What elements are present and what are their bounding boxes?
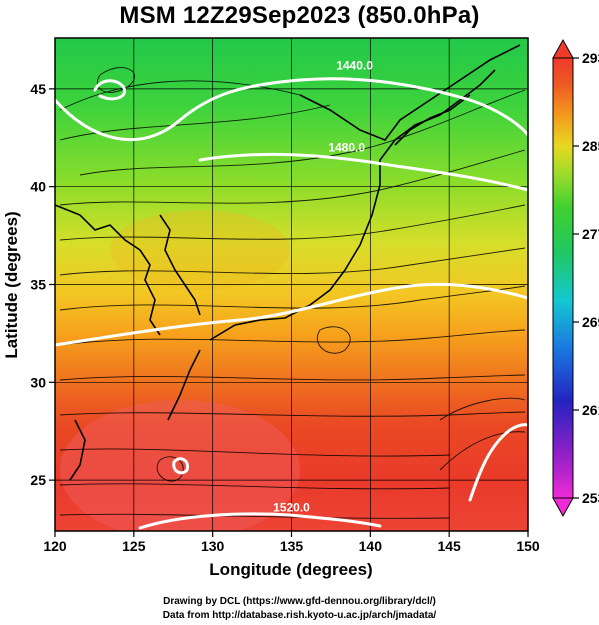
colorbar-ticks: 253 261 269 277 285 293 xyxy=(573,50,599,506)
height-contours xyxy=(55,77,528,530)
colorbar-tick-label: 269 xyxy=(582,314,599,330)
streamline xyxy=(79,89,526,176)
x-tick-label: 120 xyxy=(43,538,67,554)
coastline-japan xyxy=(209,69,496,341)
footer-credit-data: Data from http://database.rish.kyoto-u.a… xyxy=(162,610,437,621)
streamline xyxy=(59,104,331,141)
streamline xyxy=(317,326,351,354)
contour-1500 xyxy=(55,282,528,347)
streamline xyxy=(59,411,526,417)
contour-1520-east xyxy=(468,423,528,502)
coastline-taiwan xyxy=(69,419,86,481)
x-tick-label: 140 xyxy=(359,538,383,554)
colorbar-tick-label: 277 xyxy=(582,226,599,242)
contour-label: 1480.0 xyxy=(328,140,365,154)
y-tick-label: 25 xyxy=(30,472,46,488)
coastline-korea xyxy=(159,214,201,316)
coastline-hokkaido xyxy=(394,94,471,146)
y-axis-ticks: 25 30 35 40 45 xyxy=(30,81,55,488)
plot-layers: 1440.0 1480.0 1520.0 xyxy=(55,38,528,531)
streamline xyxy=(59,483,451,490)
streamline xyxy=(439,431,526,471)
colorbar-top-arrow xyxy=(552,38,574,59)
streamline xyxy=(439,397,526,421)
y-axis-label: Latitude (degrees) xyxy=(2,211,21,358)
x-tick-label: 150 xyxy=(516,538,540,554)
streamline xyxy=(59,329,526,346)
footer-credit-dcl: Drawing by DCL (https://www.gfd-dennou.o… xyxy=(163,596,436,607)
warm-patch xyxy=(60,400,300,531)
y-tick-label: 30 xyxy=(30,374,46,390)
chart-title: MSM 12Z29Sep2023 (850.0hPa) xyxy=(119,2,480,29)
streamline xyxy=(59,80,301,111)
x-axis-label: Longitude (degrees) xyxy=(209,560,372,579)
streamline xyxy=(59,374,526,381)
y-tick-label: 40 xyxy=(30,179,46,195)
cool-patch xyxy=(110,210,290,290)
streamline xyxy=(59,247,526,276)
y-tick-label: 45 xyxy=(30,81,46,97)
streamline xyxy=(59,513,451,519)
contour-labels: 1440.0 1480.0 1520.0 xyxy=(273,58,373,514)
coastline-asia-mainland xyxy=(55,204,161,336)
x-axis-ticks: 120 125 130 135 140 145 150 xyxy=(43,531,540,554)
contour-loop-south xyxy=(172,457,190,475)
x-tick-label: 125 xyxy=(122,538,146,554)
streamline xyxy=(59,448,451,457)
contour-1440 xyxy=(55,77,528,142)
x-tick-label: 135 xyxy=(280,538,304,554)
colorbar-bottom-arrow xyxy=(552,497,574,518)
contour-label: 1440.0 xyxy=(336,58,373,72)
colorbar-tick-label: 253 xyxy=(582,490,599,506)
contour-label: 1520.0 xyxy=(273,500,310,514)
streamline xyxy=(59,149,526,206)
colorbar-tick-label: 293 xyxy=(582,50,599,66)
x-tick-label: 145 xyxy=(437,538,461,554)
x-tick-label: 130 xyxy=(201,538,225,554)
colorbar xyxy=(552,57,574,499)
y-tick-label: 35 xyxy=(30,277,46,293)
contour-loop-nw xyxy=(93,79,127,101)
coastline-ryukyu xyxy=(167,349,201,421)
contour-1480 xyxy=(198,152,528,192)
coastline-russia xyxy=(299,44,521,141)
contour-1520 xyxy=(138,512,382,530)
coastlines xyxy=(55,44,521,481)
colorbar-tick-label: 285 xyxy=(582,138,599,154)
streamline xyxy=(59,204,526,241)
colorbar-tick-label: 261 xyxy=(582,402,599,418)
streamline xyxy=(156,456,184,482)
